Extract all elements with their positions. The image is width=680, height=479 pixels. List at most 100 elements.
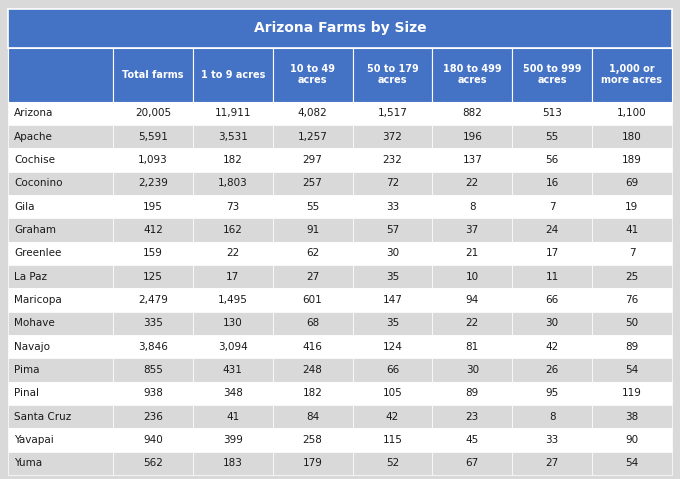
Text: 412: 412: [143, 225, 163, 235]
Bar: [352, 405, 432, 428]
Bar: [432, 288, 512, 312]
Text: 84: 84: [306, 412, 319, 422]
Text: 27: 27: [545, 458, 559, 468]
Bar: [592, 358, 672, 382]
Bar: [273, 148, 352, 171]
Text: 11: 11: [545, 272, 559, 282]
Text: 26: 26: [545, 365, 559, 375]
Bar: [273, 312, 352, 335]
Bar: [432, 429, 512, 452]
Text: Pima: Pima: [14, 365, 39, 375]
Text: 124: 124: [382, 342, 403, 352]
Text: 25: 25: [626, 272, 639, 282]
Bar: [273, 218, 352, 241]
Text: 938: 938: [143, 388, 163, 399]
Bar: [592, 241, 672, 265]
Bar: [432, 265, 512, 288]
Text: 37: 37: [466, 225, 479, 235]
Bar: [273, 358, 352, 382]
Bar: [592, 171, 672, 195]
Text: Maricopa: Maricopa: [14, 295, 62, 305]
Text: 147: 147: [382, 295, 403, 305]
Text: 33: 33: [386, 202, 399, 212]
Bar: [8, 312, 113, 335]
Text: 22: 22: [466, 319, 479, 329]
Text: 57: 57: [386, 225, 399, 235]
Text: 180: 180: [622, 132, 642, 142]
Text: 1,803: 1,803: [218, 178, 248, 188]
Bar: [432, 48, 512, 102]
Bar: [113, 195, 193, 218]
Text: 348: 348: [223, 388, 243, 399]
Bar: [113, 125, 193, 148]
Text: 162: 162: [223, 225, 243, 235]
Text: 52: 52: [386, 458, 399, 468]
Bar: [352, 429, 432, 452]
Text: 62: 62: [306, 248, 319, 258]
Bar: [512, 148, 592, 171]
Bar: [512, 265, 592, 288]
Bar: [113, 405, 193, 428]
Bar: [432, 125, 512, 148]
Text: 45: 45: [466, 435, 479, 445]
Bar: [273, 195, 352, 218]
Text: Arizona: Arizona: [14, 108, 54, 118]
Text: 183: 183: [223, 458, 243, 468]
Text: 232: 232: [382, 155, 403, 165]
Bar: [352, 358, 432, 382]
Bar: [352, 48, 432, 102]
Text: 17: 17: [226, 272, 239, 282]
Text: 66: 66: [386, 365, 399, 375]
Bar: [8, 429, 113, 452]
Bar: [8, 195, 113, 218]
Text: 119: 119: [622, 388, 642, 399]
Bar: [352, 452, 432, 475]
Bar: [273, 241, 352, 265]
Bar: [193, 358, 273, 382]
Text: 20,005: 20,005: [135, 108, 171, 118]
Text: 10 to 49
acres: 10 to 49 acres: [290, 64, 335, 85]
Text: La Paz: La Paz: [14, 272, 48, 282]
Text: 3,094: 3,094: [218, 342, 248, 352]
Bar: [512, 195, 592, 218]
Text: 22: 22: [466, 178, 479, 188]
Text: 72: 72: [386, 178, 399, 188]
Bar: [512, 382, 592, 405]
Text: 7: 7: [549, 202, 556, 212]
Text: 513: 513: [542, 108, 562, 118]
Bar: [432, 218, 512, 241]
Text: 55: 55: [545, 132, 559, 142]
Text: 50 to 179
acres: 50 to 179 acres: [367, 64, 418, 85]
Bar: [113, 102, 193, 125]
Bar: [193, 335, 273, 358]
Bar: [352, 125, 432, 148]
Bar: [273, 288, 352, 312]
Text: 257: 257: [303, 178, 322, 188]
Text: 182: 182: [223, 155, 243, 165]
Bar: [8, 218, 113, 241]
Text: 855: 855: [143, 365, 163, 375]
Bar: [193, 195, 273, 218]
Text: 35: 35: [386, 272, 399, 282]
Bar: [592, 125, 672, 148]
Bar: [432, 241, 512, 265]
Text: 35: 35: [386, 319, 399, 329]
Text: 372: 372: [382, 132, 403, 142]
Bar: [193, 452, 273, 475]
Bar: [8, 102, 113, 125]
Bar: [113, 148, 193, 171]
Text: 182: 182: [303, 388, 322, 399]
Text: 76: 76: [626, 295, 639, 305]
Bar: [273, 48, 352, 102]
Text: 42: 42: [386, 412, 399, 422]
Text: 601: 601: [303, 295, 322, 305]
Text: 41: 41: [626, 225, 639, 235]
Bar: [512, 312, 592, 335]
Bar: [193, 171, 273, 195]
Text: 95: 95: [545, 388, 559, 399]
Bar: [512, 288, 592, 312]
Text: 130: 130: [223, 319, 243, 329]
Text: 180 to 499
acres: 180 to 499 acres: [443, 64, 502, 85]
Text: 416: 416: [303, 342, 322, 352]
Bar: [352, 241, 432, 265]
